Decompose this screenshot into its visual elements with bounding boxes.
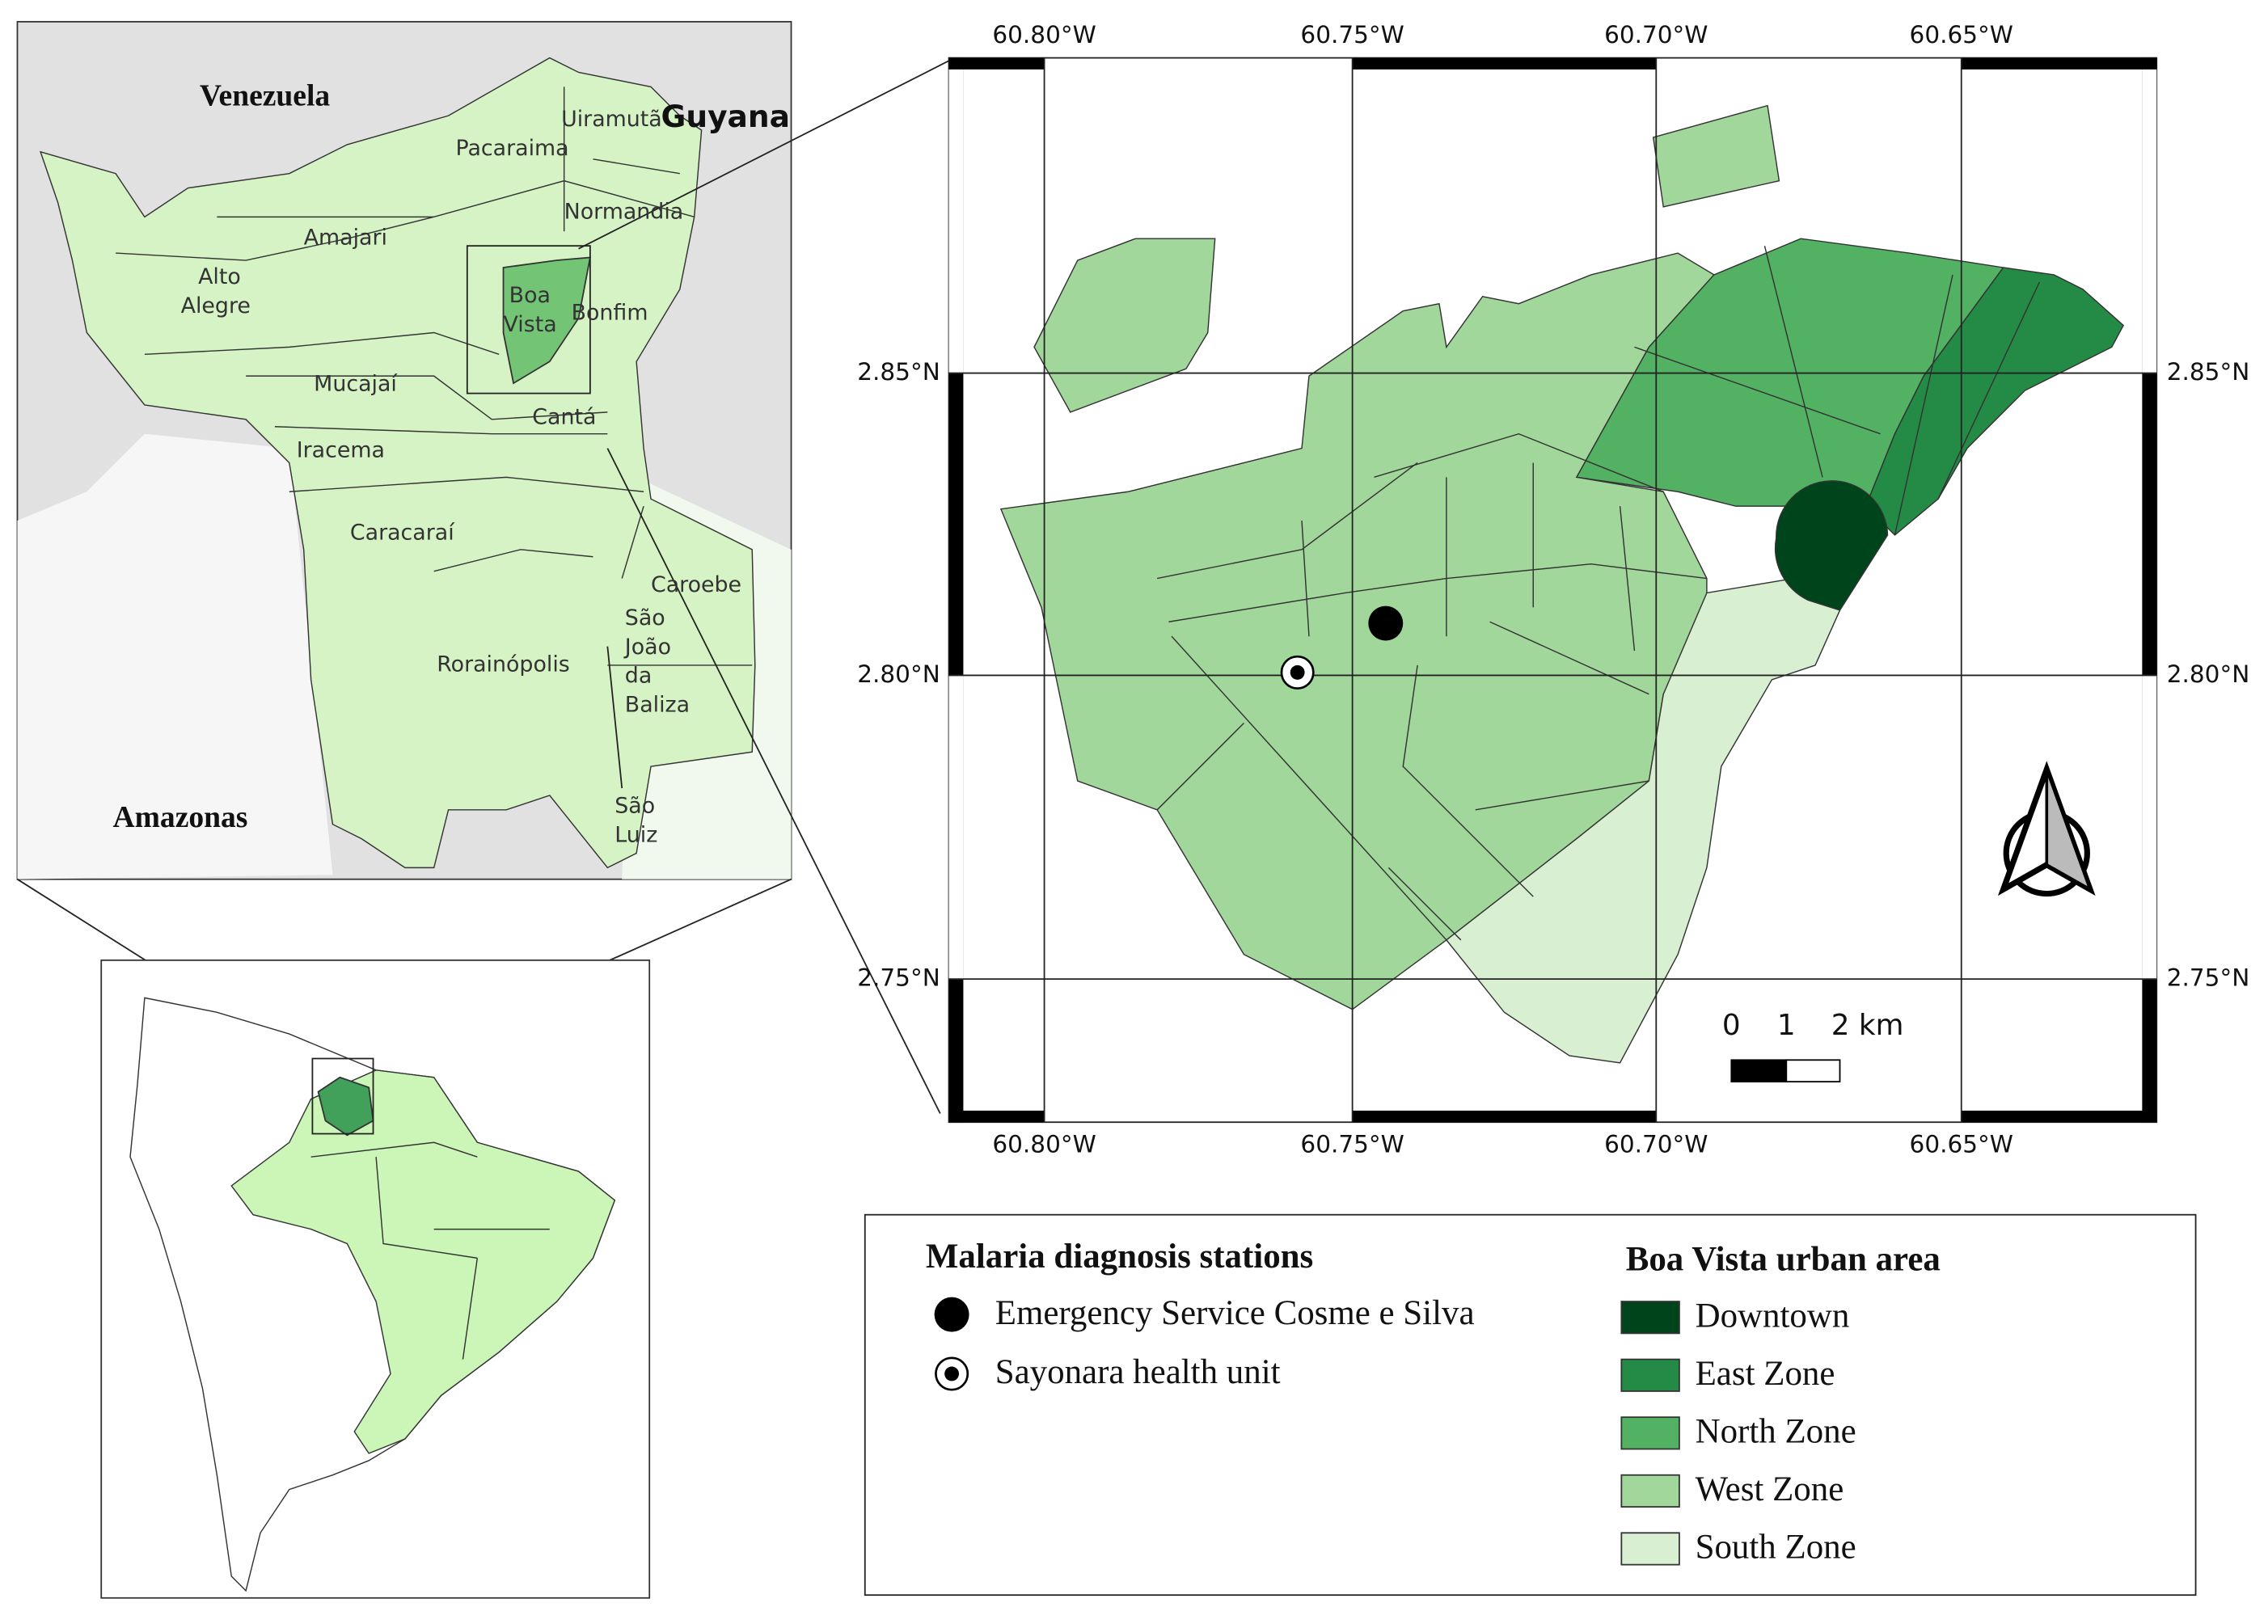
map-shape bbox=[230, 1069, 616, 1454]
municipality-label: Boa bbox=[509, 283, 551, 308]
municipality-label: São bbox=[615, 794, 655, 819]
map-shape bbox=[1290, 664, 1305, 680]
municipality-label: Normandia bbox=[564, 199, 684, 224]
municipality-label: da bbox=[625, 664, 652, 689]
legend-title: Boa Vista urban area bbox=[1626, 1241, 1941, 1279]
municipality-label: Baliza bbox=[625, 693, 690, 718]
legend-swatch bbox=[1620, 1358, 1680, 1392]
legend-label: South Zone bbox=[1696, 1529, 1856, 1567]
map-shape bbox=[1352, 1110, 1657, 1123]
map-shape bbox=[606, 646, 623, 789]
latitude-label: 2.80°N bbox=[2167, 660, 2250, 688]
longitude-label: 60.70°W bbox=[1604, 21, 1708, 49]
longitude-label: 60.80°W bbox=[992, 21, 1096, 49]
zone-area bbox=[1445, 577, 1841, 1064]
legend-label: Downtown bbox=[1696, 1297, 1850, 1335]
map-shape bbox=[1961, 57, 2157, 70]
municipality-label: Alegre bbox=[181, 293, 251, 318]
map-shape bbox=[466, 245, 591, 394]
map-shape bbox=[1730, 1059, 1788, 1083]
zone-area bbox=[1652, 104, 1780, 208]
map-shape bbox=[310, 1141, 550, 1360]
map-shape bbox=[2045, 769, 2093, 893]
map-shape bbox=[1961, 1110, 2157, 1123]
country-label: Guyana bbox=[661, 99, 790, 134]
latitude-label: 2.85°N bbox=[857, 358, 940, 386]
scale-label: 1 bbox=[1777, 1009, 1796, 1042]
municipality-label: Pacaraima bbox=[456, 136, 569, 161]
legend-swatch bbox=[1620, 1474, 1680, 1508]
country-label: Venezuela bbox=[200, 79, 331, 112]
map-shape bbox=[578, 57, 956, 250]
municipality-label: Mucajaí bbox=[314, 371, 398, 396]
roraima-inset bbox=[16, 20, 792, 880]
station-marker bbox=[1368, 605, 1404, 641]
municipality-label: Cantá bbox=[532, 405, 596, 430]
legend-swatch bbox=[1620, 1301, 1680, 1335]
map-shape bbox=[948, 675, 964, 980]
scale-label: 2 km bbox=[1831, 1009, 1904, 1042]
longitude-label: 60.80°W bbox=[992, 1130, 1096, 1158]
latitude-label: 2.80°N bbox=[857, 660, 940, 688]
south-america-inset bbox=[100, 959, 651, 1599]
legend-swatch bbox=[1620, 1416, 1680, 1450]
north-arrow bbox=[1997, 761, 2096, 897]
map-shape bbox=[1156, 245, 2041, 941]
municipality-label: Vista bbox=[504, 312, 557, 337]
legend-label: East Zone bbox=[1696, 1355, 1835, 1393]
longitude-label: 60.75°W bbox=[1300, 1130, 1404, 1158]
map-shape bbox=[2142, 69, 2157, 373]
map-shape bbox=[17, 433, 333, 879]
latitude-label: 2.75°N bbox=[857, 964, 940, 992]
legend-label: Emergency Service Cosme e Silva bbox=[995, 1294, 1475, 1332]
boa-vista-map bbox=[948, 57, 2158, 1124]
municipality-label: São bbox=[625, 605, 665, 631]
municipality-label: Bonfim bbox=[572, 301, 648, 326]
municipality-label: Luiz bbox=[615, 823, 657, 848]
legend-label: North Zone bbox=[1696, 1412, 1856, 1450]
municipality-label: Caracaraí bbox=[350, 521, 455, 546]
map-shape bbox=[1352, 57, 1657, 70]
legend-label: West Zone bbox=[1696, 1470, 1844, 1508]
legend-swatch bbox=[1620, 1532, 1680, 1566]
municipality-label: João bbox=[623, 635, 671, 660]
legend-title: Malaria diagnosis stations bbox=[926, 1238, 1313, 1276]
scale-label: 0 bbox=[1722, 1009, 1741, 1042]
longitude-label: 60.65°W bbox=[1910, 21, 2013, 49]
zone-area bbox=[1033, 238, 1216, 413]
municipality-label: Iracema bbox=[297, 438, 385, 463]
municipality-label: Rorainópolis bbox=[437, 652, 570, 677]
zone-area bbox=[1774, 480, 1889, 611]
map-shape bbox=[948, 57, 1045, 70]
latitude-label: 2.85°N bbox=[2167, 358, 2250, 386]
legend-label: Sayonara health unit bbox=[995, 1353, 1281, 1391]
grid bbox=[948, 57, 2157, 1123]
longitude-label: 60.75°W bbox=[1300, 21, 1404, 49]
legend-box bbox=[864, 1213, 2197, 1597]
municipality-label: Alto bbox=[198, 264, 241, 289]
map-shape bbox=[2142, 675, 2157, 980]
municipality-label: Caroebe bbox=[651, 572, 741, 597]
map-shape bbox=[116, 86, 753, 666]
municipality-label: Amajari bbox=[304, 226, 387, 251]
longitude-label: 60.70°W bbox=[1604, 1130, 1708, 1158]
map-shape bbox=[606, 448, 941, 1114]
map-shape bbox=[948, 69, 964, 373]
latitude-label: 2.75°N bbox=[2167, 964, 2250, 992]
map-shape bbox=[934, 1297, 969, 1332]
longitude-label: 60.65°W bbox=[1910, 1130, 2013, 1158]
municipality-label: Uiramutã bbox=[561, 107, 662, 132]
map-shape bbox=[311, 1057, 374, 1135]
map-shape bbox=[1785, 1059, 1841, 1083]
map-shape bbox=[502, 256, 591, 385]
map-shape bbox=[948, 1110, 1045, 1123]
country-label: Amazonas bbox=[113, 801, 248, 834]
frame-bars bbox=[948, 57, 2157, 1123]
map-shape bbox=[944, 1366, 960, 1381]
zone-area bbox=[1865, 267, 2125, 536]
